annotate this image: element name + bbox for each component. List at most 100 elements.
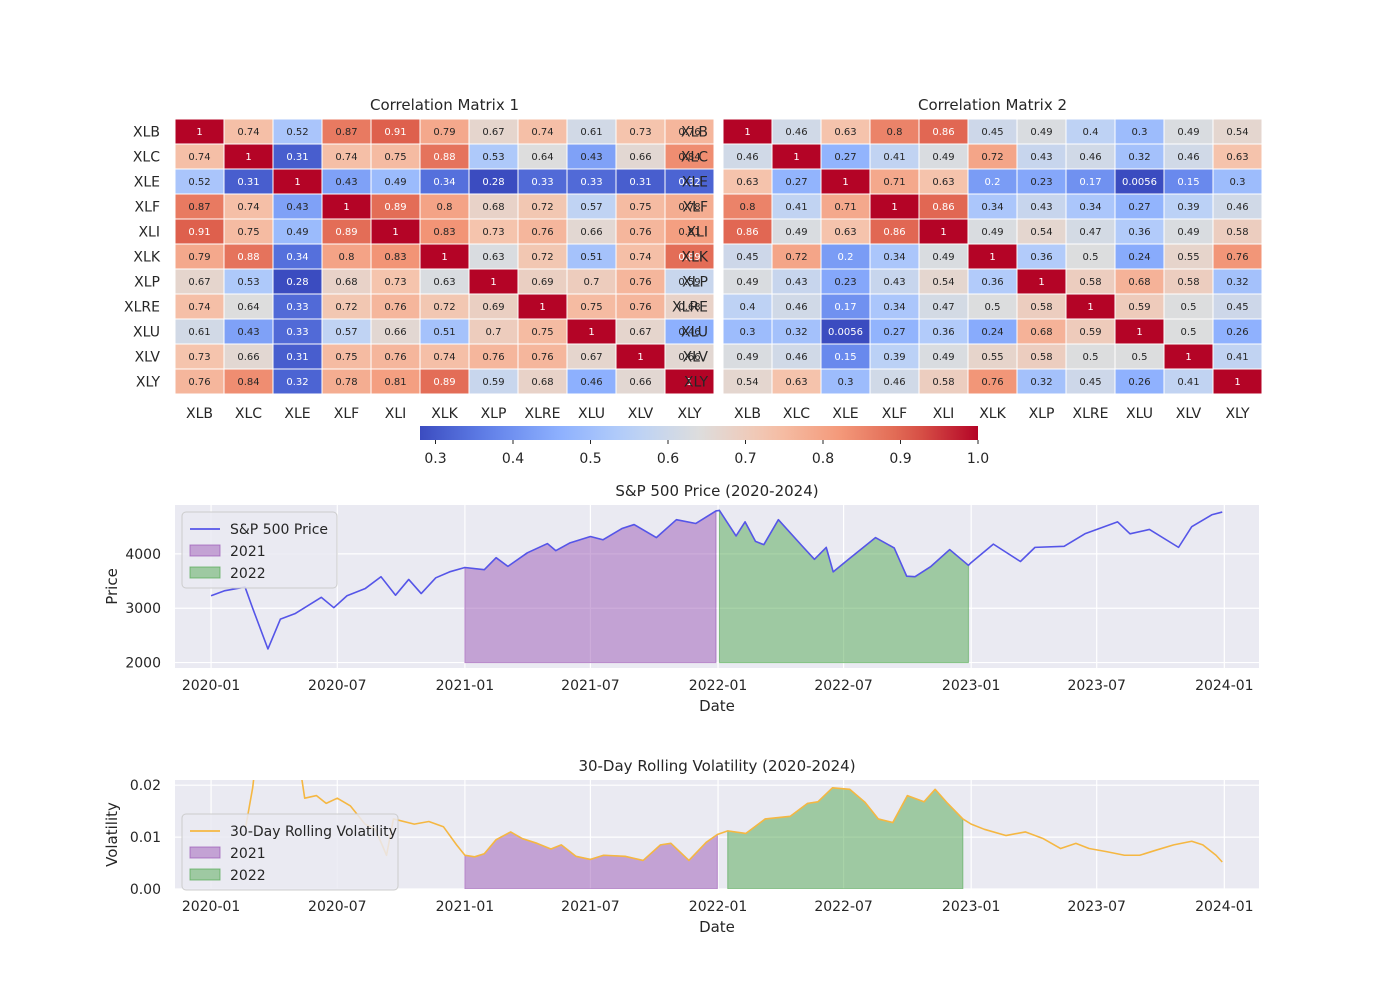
x-tick-label: XLE [284, 406, 310, 422]
y-tick-label: XLI [138, 225, 160, 241]
y-tick-label: XLV [683, 350, 709, 366]
x-tick-label: XLY [1225, 406, 1250, 422]
cell-value: 0.41 [883, 152, 905, 163]
heatmap-cell [174, 193, 225, 220]
x-tick-label: XLE [832, 406, 858, 422]
cell-value: 0.32 [785, 327, 807, 338]
cell-value: 0.43 [1030, 202, 1052, 213]
cell-value: 0.67 [188, 277, 210, 288]
x-tick-label: XLY [677, 406, 702, 422]
cell-value: 0.8 [437, 202, 453, 213]
cell-value: 0.86 [932, 202, 954, 213]
heatmap-cell [566, 168, 617, 195]
colorbar-tick-label: 0.8 [812, 451, 834, 467]
cell-value: 0.75 [531, 327, 553, 338]
y-tick-label: XLE [134, 175, 160, 191]
heatmap-cell [517, 343, 568, 370]
cell-value: 0.43 [785, 277, 807, 288]
heatmap-cell [918, 193, 969, 220]
cell-value: 0.3 [740, 327, 756, 338]
cell-value: 0.36 [1030, 252, 1052, 263]
y-tick-label: XLP [682, 275, 708, 291]
cell-value: 1 [989, 252, 995, 263]
cell-value: 0.71 [883, 177, 905, 188]
cell-value: 0.75 [629, 202, 651, 213]
x-tick-label: XLC [783, 406, 810, 422]
heatmap-cell [615, 118, 666, 145]
cell-value: 0.63 [482, 252, 504, 263]
x-tick-label: XLV [1176, 406, 1202, 422]
heatmap-cell [869, 343, 920, 370]
heatmap-cell [566, 243, 617, 270]
heatmap-cell [1163, 143, 1214, 170]
heatmap-cell [321, 143, 372, 170]
heatmap-cell [615, 368, 666, 395]
cell-value: 0.66 [384, 327, 406, 338]
cell-value: 0.73 [482, 227, 504, 238]
cell-value: 0.72 [531, 252, 553, 263]
cell-value: 1 [539, 302, 545, 313]
cell-value: 0.43 [237, 327, 259, 338]
cell-value: 1 [392, 227, 398, 238]
cell-value: 0.73 [188, 352, 210, 363]
cell-value: 0.73 [384, 277, 406, 288]
cell-value: 0.49 [932, 152, 954, 163]
heatmap-cell [771, 368, 822, 395]
cell-value: 0.66 [629, 377, 651, 388]
heatmap-cell [722, 118, 773, 145]
cell-value: 1 [793, 152, 799, 163]
cell-value: 1 [588, 327, 594, 338]
heatmap-cell [1212, 318, 1263, 345]
cell-value: 0.27 [1128, 202, 1150, 213]
cell-value: 0.46 [1177, 152, 1199, 163]
x-tick-label: XLF [334, 406, 359, 422]
cell-value: 0.49 [785, 227, 807, 238]
heatmap-cell [174, 118, 225, 145]
x-tick-label: XLV [628, 406, 654, 422]
heatmap-cell [1163, 118, 1214, 145]
cell-value: 0.23 [1030, 177, 1052, 188]
legend-patch-swatch [189, 566, 221, 579]
heatmap-cell [223, 143, 274, 170]
cell-value: 0.33 [286, 302, 308, 313]
cell-value: 0.4 [740, 302, 756, 313]
cell-value: 0.31 [286, 152, 308, 163]
cell-value: 1 [441, 252, 447, 263]
cell-value: 0.43 [883, 277, 905, 288]
x-tick-label: 2024-01 [1195, 678, 1254, 694]
y-tick-label: 0.01 [130, 830, 161, 846]
cell-value: 0.2 [838, 252, 854, 263]
cell-value: 0.76 [629, 277, 651, 288]
cell-value: 0.36 [1128, 227, 1150, 238]
colorbar-gradient [420, 426, 978, 440]
heatmap-cell [918, 243, 969, 270]
cell-value: 0.46 [883, 377, 905, 388]
cell-value: 0.63 [834, 227, 856, 238]
cell-value: 0.64 [237, 302, 259, 313]
heatmap-cell [517, 243, 568, 270]
heatmap-cell [918, 293, 969, 320]
cell-value: 0.66 [237, 352, 259, 363]
cell-value: 0.17 [1079, 177, 1101, 188]
cell-value: 0.58 [1030, 352, 1052, 363]
heatmap-cell [370, 368, 421, 395]
cell-value: 0.15 [1177, 177, 1199, 188]
x-tick-label: XLK [979, 406, 1006, 422]
cell-value: 1 [490, 277, 496, 288]
cell-value: 0.76 [1226, 252, 1248, 263]
cell-value: 0.59 [1128, 302, 1150, 313]
cell-value: 0.33 [286, 327, 308, 338]
cell-value: 0.68 [335, 277, 357, 288]
cell-value: 0.27 [785, 177, 807, 188]
heatmap-cell [1016, 268, 1067, 295]
x-axis-label: Date [699, 918, 735, 936]
cell-value: 0.34 [1079, 202, 1101, 213]
y-tick-label: XLRE [124, 300, 160, 316]
heatmap-cell [1212, 243, 1263, 270]
heatmap-cell [1114, 243, 1165, 270]
cell-value: 0.91 [384, 127, 406, 138]
cell-value: 0.49 [1177, 127, 1199, 138]
cell-value: 0.0056 [1122, 177, 1157, 188]
heatmap-cell [321, 168, 372, 195]
heatmap-cell [1163, 243, 1214, 270]
